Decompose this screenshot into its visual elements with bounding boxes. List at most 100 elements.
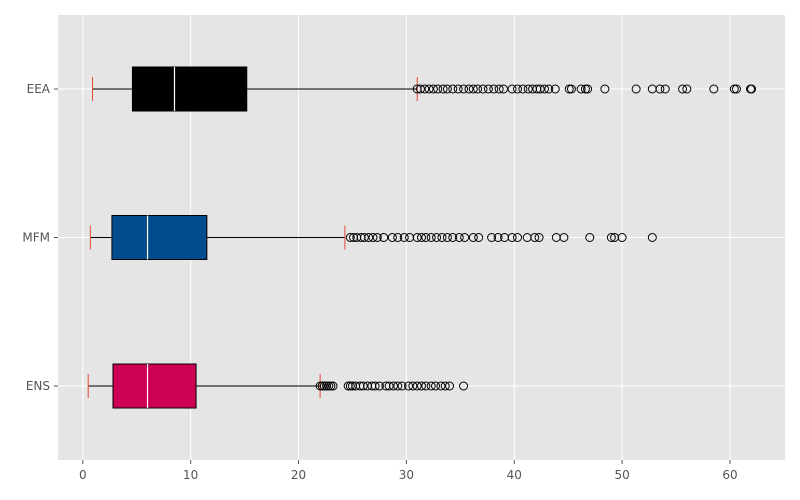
outlier-point: [393, 233, 403, 242]
y-tick-label: EEA: [27, 82, 51, 96]
outlier-point: [412, 233, 422, 242]
x-tick-label: 10: [183, 468, 198, 482]
outlier-point: [494, 84, 504, 94]
outlier-point: [512, 233, 522, 242]
outlier-point: [523, 84, 533, 94]
outlier-point: [424, 84, 434, 94]
outlier-point: [468, 233, 478, 242]
outlier-point: [315, 381, 325, 391]
outlier-point: [487, 233, 497, 242]
outlier-point: [431, 381, 441, 391]
outlier-point: [498, 84, 508, 94]
iqr-box: [112, 363, 197, 409]
x-tick-label: 40: [507, 468, 522, 482]
outlier-point: [317, 381, 327, 391]
outlier-point: [729, 84, 739, 94]
outlier-point: [448, 84, 458, 94]
outlier-point: [518, 84, 528, 94]
outlier-point: [682, 84, 692, 94]
outlier-point: [322, 381, 332, 391]
outlier-point: [709, 84, 719, 94]
outlier-point: [399, 233, 409, 242]
outlier-point: [368, 233, 378, 242]
x-tick-label: 60: [722, 468, 737, 482]
outlier-point: [617, 233, 627, 242]
outlier-point: [660, 84, 670, 94]
outlier-point: [731, 84, 741, 94]
outlier-point: [420, 84, 430, 94]
outlier-point: [445, 381, 455, 391]
outlier-point: [453, 84, 463, 94]
outlier-point: [544, 84, 554, 94]
outlier-point: [483, 84, 493, 94]
outlier-point: [374, 381, 384, 391]
outlier-point: [583, 84, 593, 94]
outlier-point: [459, 84, 469, 94]
outlier-point: [370, 381, 380, 391]
outlier-point: [535, 84, 545, 94]
iqr-box: [131, 66, 248, 112]
outlier-point: [473, 84, 483, 94]
outlier-point: [364, 233, 374, 242]
outlier-point: [539, 84, 549, 94]
iqr-box: [111, 215, 208, 260]
outlier-point: [747, 84, 757, 94]
outlier-point: [415, 84, 425, 94]
x-axis: 0 10 20 30 40 50 60: [79, 460, 738, 482]
outlier-point: [326, 381, 336, 391]
outlier-point: [631, 84, 641, 94]
outlier-point: [507, 233, 517, 242]
outlier-point: [432, 233, 442, 242]
outlier-point: [647, 233, 657, 242]
outlier-point: [428, 84, 438, 94]
outlier-point: [433, 84, 443, 94]
outlier-point: [345, 381, 355, 391]
outlier-point: [534, 233, 544, 242]
outlier-point: [512, 84, 522, 94]
outlier-point: [384, 381, 394, 391]
outlier-point: [388, 381, 398, 391]
outlier-point: [324, 381, 334, 391]
outlier-point: [459, 381, 469, 391]
outlier-point: [328, 381, 338, 391]
outlier-point: [421, 233, 431, 242]
outlier-point: [442, 84, 452, 94]
box-eea: [92, 66, 757, 112]
y-tick-label: ENS: [26, 379, 50, 393]
outlier-point: [576, 84, 586, 94]
outlier-point: [606, 233, 616, 242]
outlier-point: [358, 381, 368, 391]
outlier-point: [387, 233, 397, 242]
outlier-point: [359, 233, 369, 242]
outlier-point: [319, 381, 329, 391]
x-tick-label: 0: [79, 468, 87, 482]
outlier-point: [437, 233, 447, 242]
outlier-point: [436, 381, 446, 391]
outlier-point: [564, 84, 574, 94]
x-tick-label: 30: [399, 468, 414, 482]
box-mfm: [89, 215, 657, 260]
outlier-point: [566, 84, 576, 94]
outlier-point: [438, 84, 448, 94]
outlier-point: [426, 233, 436, 242]
outlier-point: [460, 233, 470, 242]
y-axis: ENS MFM EEA: [22, 82, 58, 393]
outlier-point: [417, 233, 426, 242]
outlier-point: [442, 233, 452, 242]
x-tick-label: 50: [614, 468, 629, 482]
outlier-point: [530, 233, 540, 242]
outlier-point: [417, 381, 426, 391]
outlier-point: [408, 381, 418, 391]
y-tick-label: MFM: [22, 231, 50, 245]
outlier-point: [464, 84, 474, 94]
outlier-point: [468, 84, 478, 94]
outlier-point: [600, 84, 610, 94]
box-series-group: [87, 66, 757, 409]
outlier-point: [474, 233, 484, 242]
outlier-point: [421, 381, 431, 391]
outlier-point: [404, 381, 414, 391]
outlier-point: [585, 233, 595, 242]
outlier-point: [345, 233, 355, 242]
outlier-point: [379, 233, 389, 242]
outlier-point: [372, 233, 382, 242]
